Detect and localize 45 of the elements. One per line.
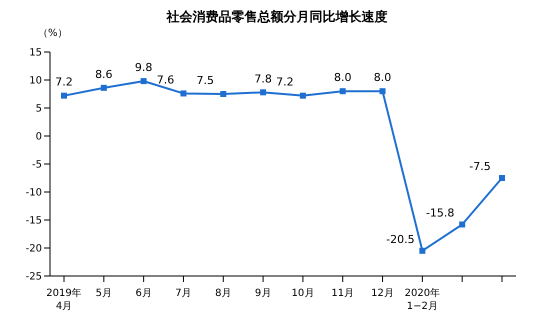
point — [180, 90, 186, 96]
x-tick-label: 6月 — [135, 288, 152, 299]
point — [340, 88, 346, 94]
y-tick-label: -25 — [26, 272, 42, 283]
x-tick-label: 5月 — [96, 288, 112, 299]
data-label: 7.5 — [196, 74, 214, 87]
point — [140, 78, 147, 84]
point — [419, 248, 426, 254]
point — [260, 89, 266, 96]
point — [459, 221, 466, 228]
data-label: -7.5 — [469, 160, 491, 173]
data-label: 7.8 — [254, 72, 272, 86]
y-tick-label: -15 — [26, 216, 42, 227]
data-label: 8.6 — [95, 68, 113, 81]
x-tick-label: 2020年 1−2月 — [404, 287, 440, 312]
data-label: 8.0 — [374, 71, 392, 84]
point — [220, 91, 226, 97]
x-tick-label: 11月 — [331, 288, 354, 299]
y-tick-label: 5 — [36, 104, 42, 115]
x-tick-label: 7月 — [175, 288, 192, 299]
y-tick-label: -20 — [26, 244, 42, 255]
y-tick-label: -10 — [26, 188, 42, 199]
data-label: 9.8 — [134, 61, 152, 74]
point — [300, 92, 306, 99]
point — [61, 92, 67, 99]
data-label: -20.5 — [386, 232, 415, 246]
x-tick-label: 9月 — [254, 288, 272, 299]
point — [499, 175, 505, 181]
y-tick-label: 0 — [36, 132, 42, 143]
point — [380, 88, 386, 94]
y-tick-label: 10 — [29, 76, 42, 87]
data-label: -15.8 — [426, 206, 454, 220]
y-tick-label: -5 — [32, 160, 42, 171]
x-tick-label: 8月 — [215, 288, 232, 299]
x-tick-label: 12月 — [371, 288, 394, 299]
data-label: 7.6 — [156, 73, 174, 86]
y-tick-label: 15 — [29, 48, 42, 59]
data-label: 8.0 — [334, 71, 352, 84]
chart-title: 社会消费品零售总额分月同比增长速度 — [165, 8, 388, 26]
y-axis-title: （%） — [38, 27, 68, 40]
data-label: 7.2 — [276, 76, 294, 89]
point — [100, 84, 107, 91]
x-tick-label: 10月 — [292, 288, 314, 299]
data-label: 7.2 — [55, 76, 73, 89]
x-tick-label: 2019年 4月 — [46, 287, 82, 312]
